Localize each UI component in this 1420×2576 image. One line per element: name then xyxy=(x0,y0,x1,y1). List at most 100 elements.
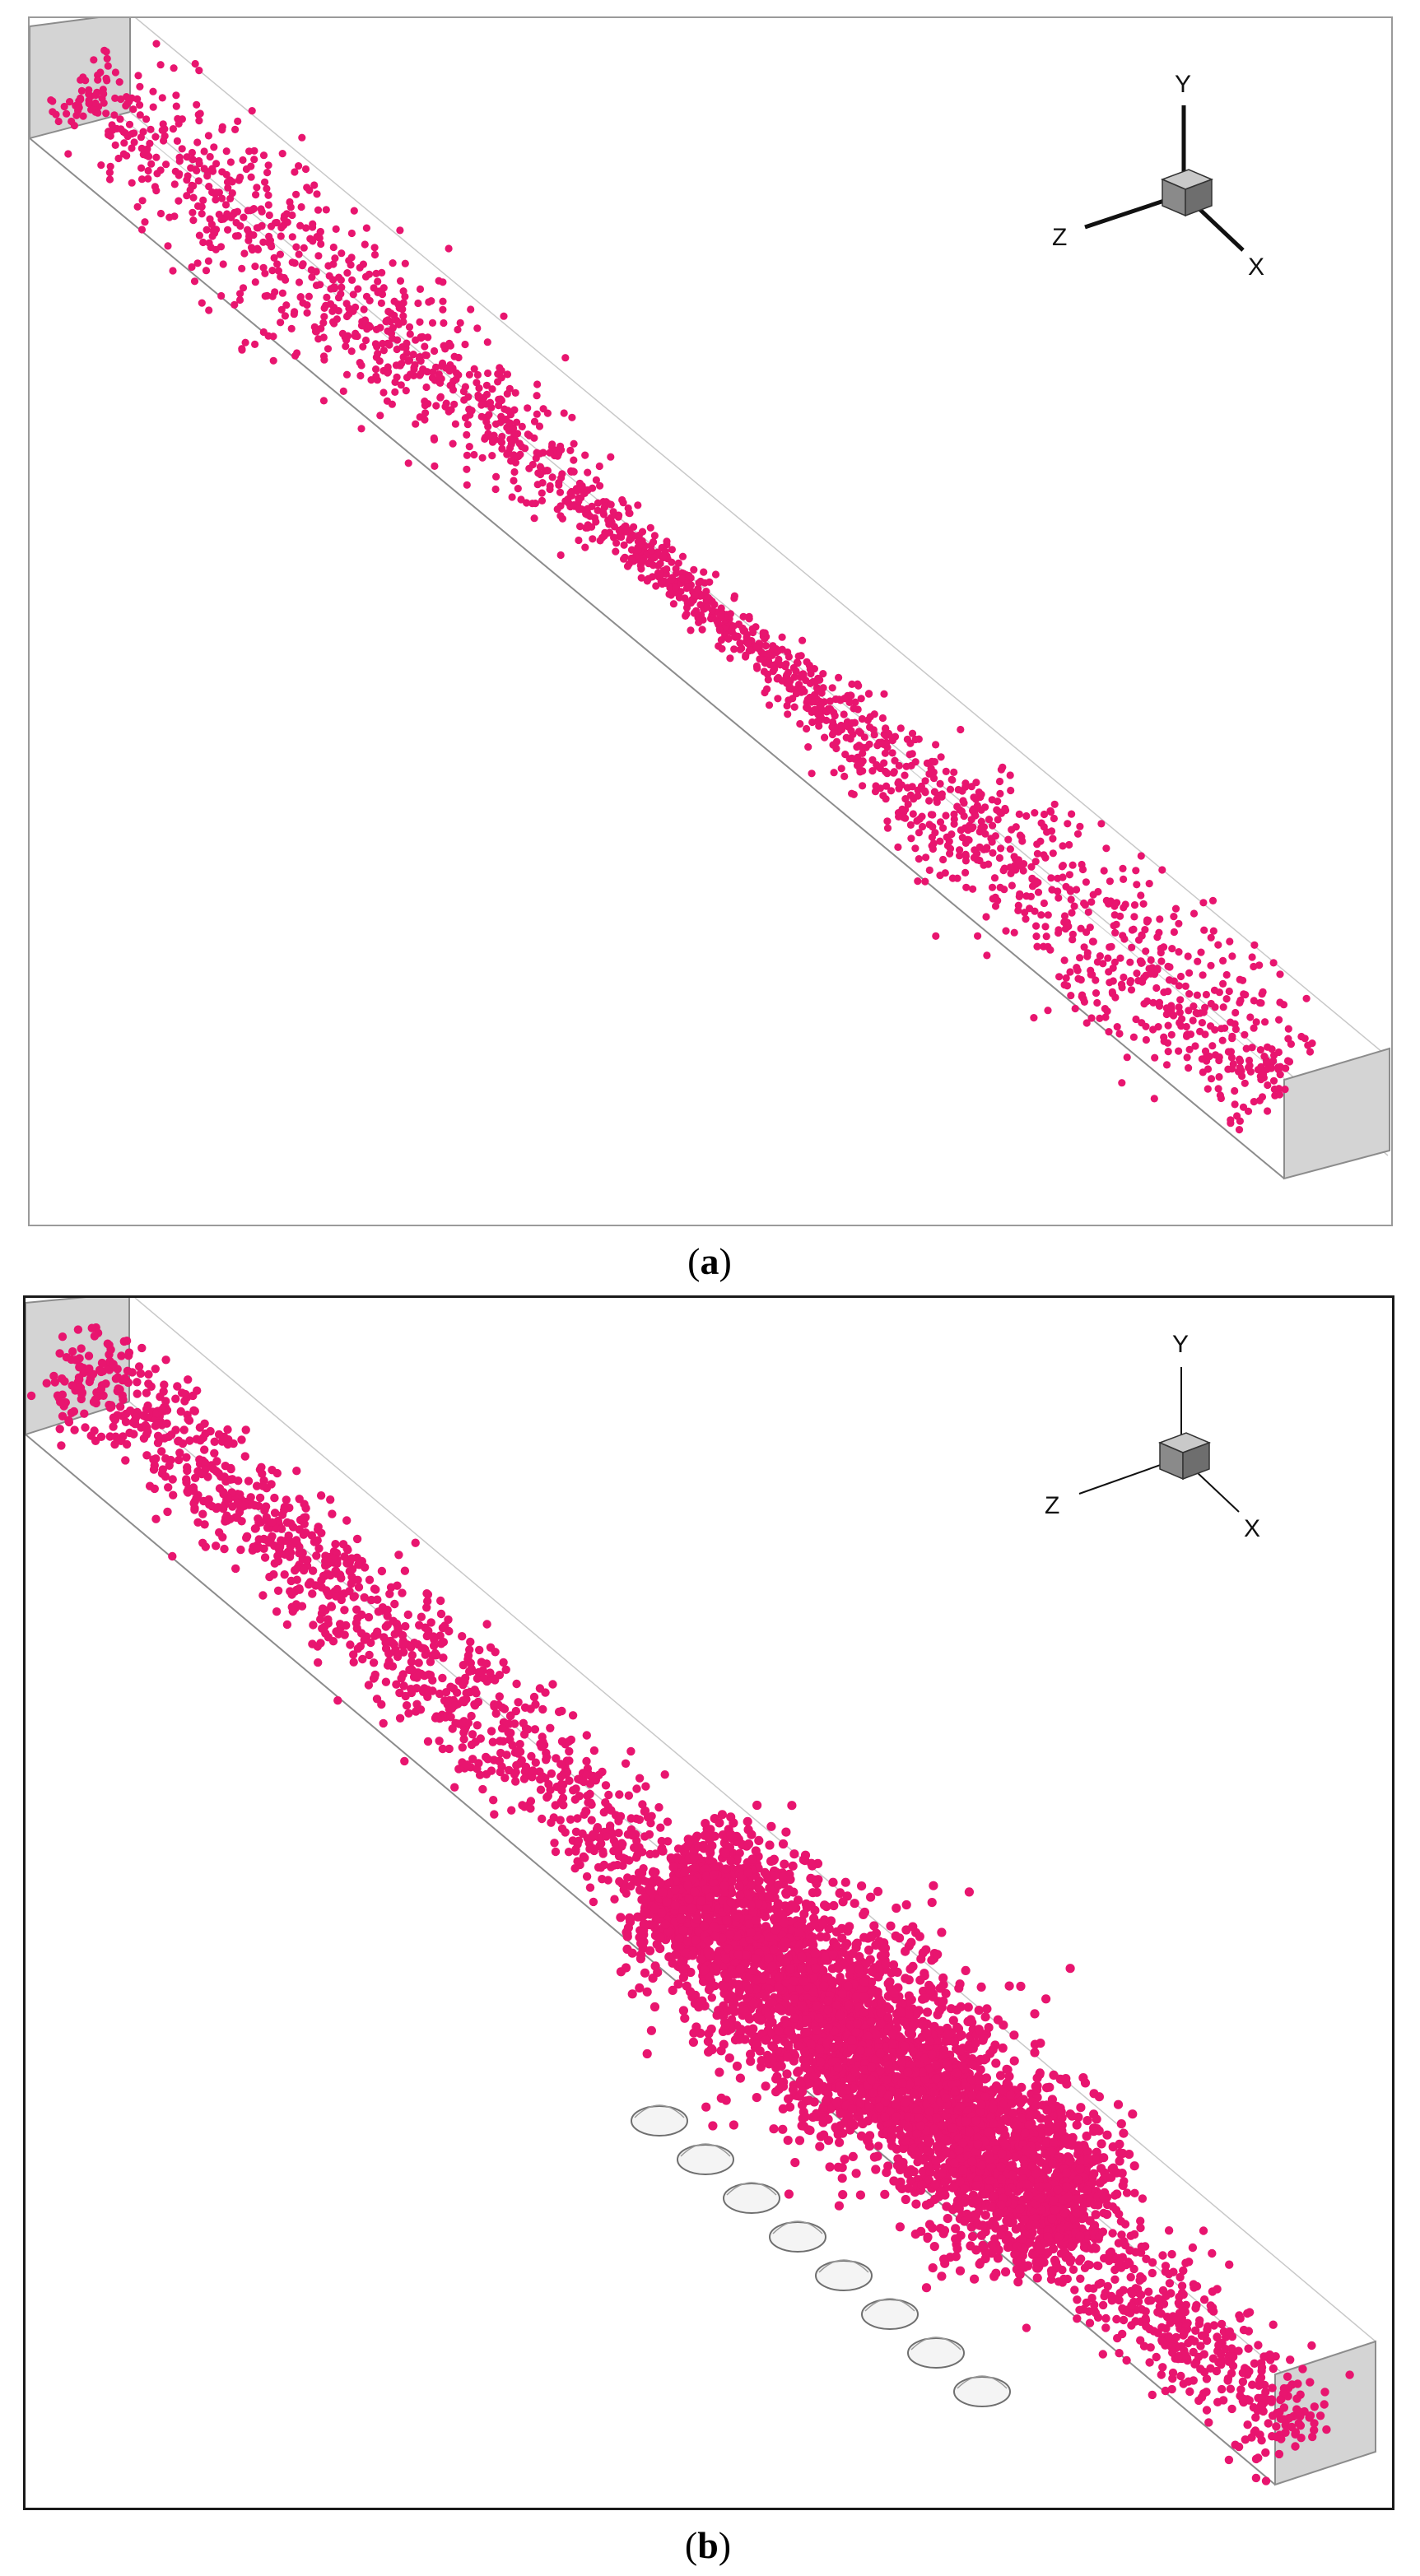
particle xyxy=(458,1632,467,1641)
particle xyxy=(466,1637,475,1647)
particle xyxy=(1167,2384,1176,2394)
particle xyxy=(110,111,119,119)
particle xyxy=(169,1490,178,1500)
particle xyxy=(326,1571,335,1580)
particle xyxy=(1234,2346,1243,2355)
particle xyxy=(578,1829,587,1839)
particle xyxy=(390,1630,399,1639)
particle xyxy=(656,1823,665,1832)
particle xyxy=(1231,1100,1239,1109)
particle xyxy=(356,371,365,380)
particle xyxy=(102,48,110,56)
particle xyxy=(389,259,397,267)
particle xyxy=(432,1712,441,1721)
particle xyxy=(831,695,840,704)
particle xyxy=(145,152,153,160)
particle xyxy=(1212,1051,1220,1059)
particle xyxy=(575,536,583,545)
particle xyxy=(1149,1025,1157,1034)
particle xyxy=(1207,1022,1215,1030)
particle xyxy=(512,1679,521,1689)
particle xyxy=(379,388,388,397)
particle xyxy=(60,1377,69,1386)
particle xyxy=(381,1677,391,1686)
particle xyxy=(567,491,576,500)
particle xyxy=(691,591,700,599)
particle xyxy=(264,161,272,170)
particle xyxy=(1032,932,1041,941)
particle xyxy=(1070,902,1078,910)
particle xyxy=(1306,1048,1315,1056)
particle xyxy=(1229,1060,1237,1068)
hemisphere-obstacle xyxy=(769,2221,826,2253)
particle xyxy=(584,468,592,477)
particle xyxy=(282,1620,292,1630)
particle xyxy=(1209,2321,1219,2330)
particle xyxy=(1073,830,1082,838)
particle xyxy=(488,385,496,393)
particle xyxy=(551,1847,561,1857)
particle xyxy=(996,789,1004,798)
particle xyxy=(1264,1107,1272,1115)
particle xyxy=(630,523,638,531)
particle xyxy=(1199,2226,1208,2235)
particle xyxy=(1170,977,1178,985)
particle xyxy=(914,792,922,800)
particle xyxy=(350,207,358,215)
particle xyxy=(212,160,221,168)
particle xyxy=(1201,1030,1209,1039)
particle xyxy=(400,1566,410,1575)
particle xyxy=(803,695,812,704)
particle xyxy=(323,293,331,301)
particle xyxy=(1214,1085,1222,1093)
particle xyxy=(399,1681,408,1690)
particle xyxy=(1133,881,1141,889)
particle xyxy=(381,1644,391,1653)
particle xyxy=(181,1389,190,1399)
particle xyxy=(646,523,654,532)
particle xyxy=(478,453,487,462)
particle xyxy=(73,1325,83,1334)
particle xyxy=(630,1843,639,1853)
particle xyxy=(1155,998,1164,1007)
particle xyxy=(297,202,305,212)
particle xyxy=(1106,877,1114,886)
particle xyxy=(466,411,474,419)
particle xyxy=(1006,771,1014,779)
particle xyxy=(431,346,439,356)
panel-b-scene: Y Z X xyxy=(26,1298,1376,2486)
particle xyxy=(423,1737,433,1746)
particle xyxy=(1286,2355,1295,2364)
particle xyxy=(1082,928,1091,937)
particle xyxy=(784,696,793,704)
particle xyxy=(1073,2314,1082,2323)
particle xyxy=(68,1347,77,1356)
particle xyxy=(1001,2267,1011,2277)
particle xyxy=(407,1651,417,1660)
particle xyxy=(312,267,320,276)
particle xyxy=(417,370,425,378)
particle xyxy=(340,1552,349,1561)
particle xyxy=(628,556,636,565)
particle xyxy=(491,485,500,494)
caption-a: (a) xyxy=(687,1240,732,1282)
particle xyxy=(473,370,482,379)
particle xyxy=(573,1814,582,1823)
particle xyxy=(119,1395,128,1404)
particle xyxy=(1315,2411,1325,2420)
particle xyxy=(435,1689,445,1699)
particle xyxy=(548,440,556,449)
particle xyxy=(1208,2248,1217,2258)
particle xyxy=(231,125,240,133)
particle xyxy=(295,1584,304,1593)
particle xyxy=(1222,995,1231,1003)
particle xyxy=(1136,2216,1145,2225)
particle xyxy=(132,1412,141,1422)
particle xyxy=(235,295,244,305)
particle xyxy=(894,779,902,788)
particle xyxy=(159,1387,168,1396)
particle xyxy=(1210,986,1219,994)
outlet-face xyxy=(1283,1047,1390,1180)
particle xyxy=(270,253,278,262)
particle xyxy=(1092,989,1101,997)
